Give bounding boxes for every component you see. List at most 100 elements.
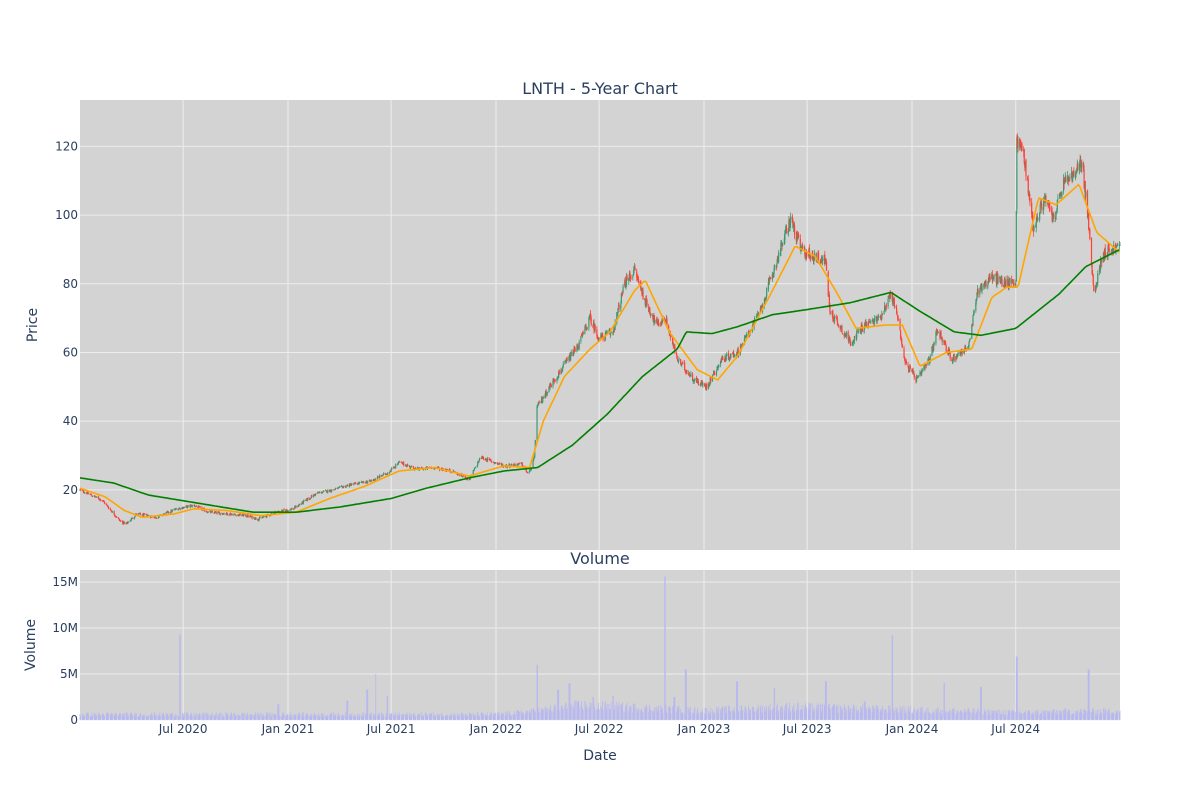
volume-bar [1039,714,1041,720]
volume-bar [274,713,276,720]
volume-bar [991,710,993,720]
volume-bar [1035,710,1037,720]
volume-bar [82,715,84,720]
volume-bar [857,712,859,720]
candle-body [869,320,871,322]
candle-body [90,493,92,496]
candle-body [877,318,879,320]
candle-body [728,359,730,361]
volume-bar [757,704,759,720]
volume-bar [721,706,723,720]
volume-bar [474,714,476,720]
volume-bar [624,711,626,720]
volume-bar [279,716,281,720]
volume-bar [469,714,471,720]
volume-bar [466,714,468,720]
candle-body [937,332,939,334]
volume-bar [1019,711,1021,720]
candle-body [211,511,213,513]
volume-bar [797,710,799,720]
volume-bar [414,716,416,720]
volume-bar [203,712,205,720]
volume-bar [558,689,560,720]
volume-bar [1063,709,1064,720]
volume-bar [427,714,429,720]
volume-bar [178,716,180,720]
volume-bar [442,715,444,720]
candle-body [393,468,395,469]
candle-body [713,370,715,375]
volume-bar [282,714,284,720]
candle-body [653,315,656,324]
candle-body [625,276,628,287]
candle-body [1119,244,1121,246]
candle-body [707,383,710,389]
volume-bar [517,709,519,720]
candle-body [726,353,728,356]
volume-bar [650,710,651,720]
volume-bar [163,712,165,720]
volume-bar [993,710,994,720]
candle-body [988,276,990,282]
candle-body [864,323,866,329]
volume-bar [997,713,998,720]
candle-body [105,503,107,505]
volume-bar [484,714,486,720]
volume-bar [708,714,710,720]
volume-bar [87,712,88,720]
volume-bar [880,709,882,720]
volume-bar [837,704,839,720]
volume-bar [522,713,524,720]
volume-bar [673,696,675,720]
volume-bar [1013,712,1014,720]
candle-body [305,500,307,501]
volume-bar [844,706,846,720]
volume-bar [640,710,642,720]
candle-body [881,313,883,316]
volume-bar [932,711,934,720]
volume-bar [858,709,859,720]
candle-body [319,491,321,493]
volume-bar [1029,712,1031,720]
candle-body [893,298,895,308]
candle-body [552,379,554,387]
volume-bar [725,706,727,720]
candle-body [453,470,455,473]
volume-bar [142,715,144,720]
volume-bar [772,710,774,720]
candle-body [376,476,379,480]
volume-bar [445,715,447,720]
volume-bar [239,715,241,720]
volume-bar [944,711,946,720]
candle-body [79,489,82,491]
volume-bar [234,713,235,720]
candle-body [348,483,351,487]
volume-bar [124,712,125,720]
volume-bar [923,713,925,720]
candle-body [97,496,99,498]
volume-bar [1060,714,1062,720]
volume-bar [613,708,615,720]
volume-bar [933,712,935,720]
candle-body [225,514,227,515]
candle-body [871,320,873,322]
volume-bar [373,715,375,720]
volume-bar [646,707,648,720]
volume-bar [110,713,112,720]
volume-bar [1080,712,1082,720]
candle-body [1001,279,1003,287]
volume-bar [674,696,676,720]
candle-body [863,329,865,333]
candle-body [1074,173,1077,179]
volume-bar [927,707,929,720]
candle-body [302,500,304,504]
volume-bar [421,716,423,720]
volume-bar [646,704,647,720]
volume-bar [261,716,263,720]
volume-bar [981,713,983,720]
volume-bar [866,709,867,720]
volume-bar [481,712,483,720]
price-y-tick-label: 100 [55,208,78,222]
volume-bar [520,710,522,720]
candle-body [1000,279,1002,283]
